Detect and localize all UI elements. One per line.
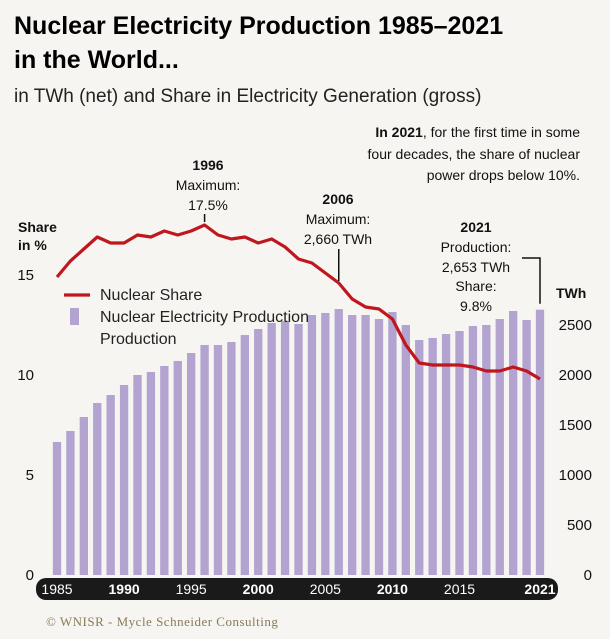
production-bar-1988 [93,403,102,575]
production-bar-1992 [146,372,156,575]
right-tick-500: 500 [567,517,592,534]
production-bar-1998 [227,342,236,575]
production-bar-1996 [200,345,209,575]
right-axis-ticks: 0 500 1000 1500 2000 2500 [559,317,592,584]
x-tick-1990: 1990 [109,581,140,597]
production-bar-2020 [522,320,531,575]
production-bar-1999 [240,335,249,575]
x-tick-2021: 2021 [524,581,555,597]
right-tick-2500: 2500 [559,317,592,334]
legend-production-swatch [70,308,79,325]
production-bar-2015 [455,331,464,575]
production-bar-2002 [280,321,290,575]
left-tick-0: 0 [26,567,34,584]
production-bar-2008 [361,315,370,575]
note-line3: power drops below 10%. [427,167,580,183]
note-line2: four decades, the share of nuclear [368,146,581,162]
legend-share-label: Nuclear Share [100,287,202,304]
production-bar-2001 [267,323,276,575]
production-bar-1987 [79,417,88,575]
production-bar-1985 [52,442,62,575]
legend-production-label-line3: Production [100,331,177,348]
annotation-1996-year: 1996 [192,157,223,173]
annotation-2006-label: Maximum: [306,211,371,227]
production-bar-1997 [213,345,223,575]
x-tick-1985: 1985 [41,581,72,597]
annotation-1996-label: Maximum: [176,177,241,193]
production-bars [52,309,545,575]
x-tick-1995: 1995 [176,581,207,597]
production-bar-2005 [321,313,330,575]
production-bar-2011 [401,325,410,575]
right-axis-label: TWh [556,285,586,301]
production-bar-2013 [428,338,437,575]
credit: © WNISR - Mycle Schneider Consulting [46,614,278,629]
x-tick-2005: 2005 [310,581,341,597]
production-bar-2004 [307,315,317,575]
left-tick-10: 10 [17,367,34,384]
chart-subtitle: in TWh (net) and Share in Electricity Ge… [14,86,481,107]
chart-title-line1: Nuclear Electricity Production 1985–2021 [14,12,503,40]
nuclear-share-line [55,223,541,381]
x-tick-2000: 2000 [243,581,274,597]
note-line1-rest: , for the first time in some [423,124,580,140]
production-bar-1994 [173,361,182,575]
production-bar-2000 [254,329,263,575]
right-tick-1500: 1500 [559,417,592,434]
production-bar-2014 [441,334,451,575]
production-bar-1989 [106,395,115,575]
x-axis-ticks: 1985 1990 1995 2000 2005 2010 2015 2021 [41,581,555,597]
left-tick-5: 5 [26,467,34,484]
chart-title-line2: in the World... [14,46,179,74]
x-tick-2010: 2010 [377,581,408,597]
x-tick-2015: 2015 [444,581,475,597]
annotation-1996: 1996 Maximum: 17.5% [176,157,241,222]
note-line1-bold: In 2021 [375,124,423,140]
production-bar-1990 [119,385,129,575]
production-bar-1986 [66,431,75,575]
production-bar-2012 [415,340,424,575]
x-axis-band [36,578,558,600]
annotation-2021-label2: Share: [455,278,496,294]
production-bar-2009 [374,319,384,575]
legend-production-label: Nuclear Electricity Production [100,309,309,326]
production-bar-2007 [348,315,357,575]
annotation-2021-label1: Production: [441,239,512,255]
note-line1: In 2021, for the first time in some [375,124,580,140]
annotation-2006-value: 2,660 TWh [304,231,372,247]
production-bar-2006 [334,309,343,575]
annotation-2021: 2021 Production: 2,653 TWh Share: 9.8% [441,219,541,314]
right-tick-0: 0 [584,567,592,584]
production-bar-2016 [468,326,478,575]
right-tick-2000: 2000 [559,367,592,384]
annotation-2021-year: 2021 [460,219,491,235]
annotation-2006-year: 2006 [322,191,353,207]
annotation-2021-value1: 2,653 TWh [442,259,510,275]
production-bar-2003 [294,324,303,575]
production-bar-2019 [509,311,518,575]
left-axis-label-line2: in % [18,237,47,253]
left-axis-label-line1: Share [18,219,57,235]
production-bar-1995 [187,353,196,575]
production-bar-1993 [160,366,169,575]
production-bar-1991 [133,375,142,575]
production-bar-2018 [495,319,504,575]
left-axis-ticks: 0 5 10 15 [17,267,34,584]
production-bar-2021 [535,309,545,575]
right-tick-1000: 1000 [559,467,592,484]
legend: Nuclear Share Nuclear Electricity Produc… [64,287,309,348]
annotation-2021-value2: 9.8% [460,298,492,314]
annotation-2021-leader [522,257,541,304]
left-tick-15: 15 [17,267,34,284]
annotation-1996-value: 17.5% [188,197,228,213]
production-bar-2010 [388,312,397,575]
annotation-2006: 2006 Maximum: 2,660 TWh [304,191,372,281]
production-bar-2017 [482,325,491,575]
